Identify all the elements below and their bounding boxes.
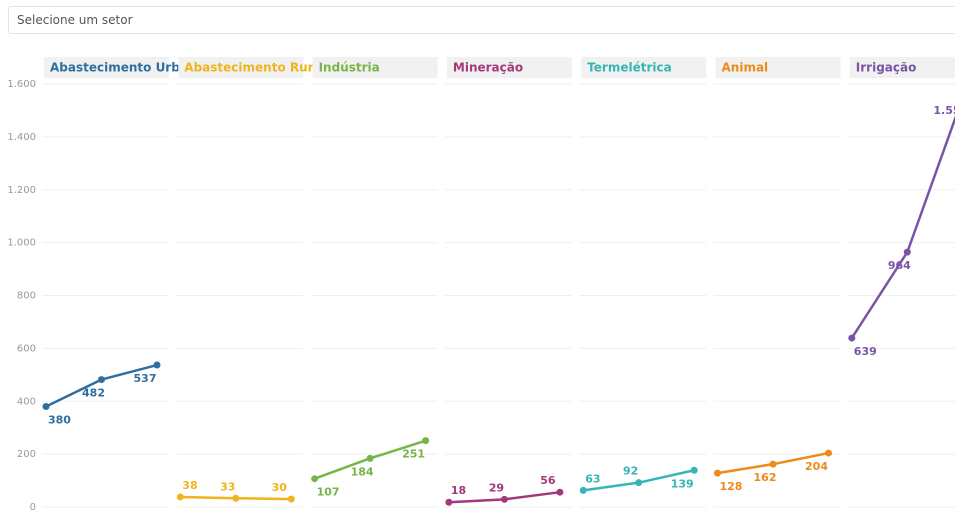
data-point bbox=[903, 248, 911, 256]
facet: Abastecimento Urbano 380 482 537 bbox=[42, 57, 205, 508]
facet-title: Indústria bbox=[319, 61, 380, 75]
y-tick-label: 1.400 bbox=[7, 132, 36, 143]
data-point bbox=[769, 460, 777, 468]
y-tick-label: 0 bbox=[30, 502, 36, 513]
data-label: 63 bbox=[585, 472, 600, 485]
y-tick-label: 200 bbox=[17, 449, 36, 460]
y-tick-label: 1.200 bbox=[7, 185, 36, 196]
data-label: 184 bbox=[351, 465, 374, 478]
data-label: 162 bbox=[754, 471, 777, 484]
facet-title: Irrigação bbox=[856, 61, 917, 75]
series-line bbox=[850, 115, 955, 339]
data-label: 537 bbox=[134, 372, 157, 385]
data-label: 964 bbox=[888, 259, 911, 272]
facet-header bbox=[581, 57, 707, 78]
data-point bbox=[690, 466, 698, 474]
facet-title: Termelétrica bbox=[587, 61, 672, 75]
data-label: 56 bbox=[540, 474, 556, 487]
y-tick-label: 1.600 bbox=[7, 79, 36, 90]
data-point bbox=[714, 469, 721, 477]
data-label: 639 bbox=[854, 345, 877, 358]
data-label: 18 bbox=[451, 484, 466, 497]
facet: Animal 128 162 204 bbox=[713, 57, 841, 508]
facet: Indústria 107 184 251 bbox=[310, 57, 438, 508]
facet: Mineração 18 29 56 bbox=[444, 57, 572, 508]
data-point bbox=[848, 334, 856, 342]
data-label: 139 bbox=[671, 477, 694, 490]
facet-header bbox=[44, 57, 169, 78]
data-label: 251 bbox=[402, 448, 425, 461]
data-point bbox=[176, 493, 184, 501]
y-tick-label: 400 bbox=[17, 396, 36, 407]
data-label: 92 bbox=[623, 465, 638, 478]
facet: Irrigação 639 964 1.550 bbox=[847, 57, 955, 508]
facet-title: Abastecimento Rural bbox=[184, 61, 325, 75]
facet-title: Animal bbox=[722, 61, 769, 75]
data-point bbox=[311, 475, 319, 483]
data-label: 29 bbox=[489, 481, 504, 494]
data-label: 1.550 bbox=[933, 104, 955, 117]
data-point bbox=[98, 376, 105, 384]
data-point bbox=[422, 437, 430, 445]
data-point bbox=[500, 495, 508, 503]
facet-header bbox=[446, 57, 572, 78]
y-tick-label: 800 bbox=[17, 291, 36, 302]
data-label: 482 bbox=[82, 387, 105, 400]
facet-header bbox=[849, 57, 955, 78]
data-point bbox=[579, 486, 587, 494]
data-point bbox=[556, 488, 564, 496]
facet-header bbox=[715, 57, 841, 78]
data-point bbox=[232, 494, 240, 502]
facet-title: Abastecimento Urbano bbox=[50, 61, 205, 75]
data-label: 204 bbox=[805, 460, 828, 473]
data-label: 380 bbox=[48, 414, 71, 427]
data-label: 30 bbox=[272, 481, 288, 494]
data-point bbox=[635, 479, 643, 487]
facet: Termelétrica 63 92 139 bbox=[579, 57, 707, 508]
facet: Abastecimento Rural 38 33 30 bbox=[176, 57, 326, 508]
data-point bbox=[153, 361, 161, 369]
y-tick-label: 600 bbox=[17, 343, 36, 354]
data-point bbox=[42, 403, 50, 411]
sector-select[interactable]: Selecione um setor bbox=[8, 6, 955, 34]
data-label: 128 bbox=[720, 480, 743, 493]
y-tick-label: 1.000 bbox=[7, 238, 36, 249]
facet-header bbox=[178, 57, 304, 78]
data-point bbox=[825, 449, 832, 457]
data-label: 107 bbox=[317, 486, 340, 499]
facet-header bbox=[312, 57, 438, 78]
facet-title: Mineração bbox=[453, 61, 523, 75]
data-label: 38 bbox=[182, 479, 197, 492]
data-point bbox=[287, 495, 295, 503]
data-point bbox=[366, 454, 374, 462]
data-label: 33 bbox=[220, 480, 235, 493]
data-point bbox=[445, 498, 453, 506]
